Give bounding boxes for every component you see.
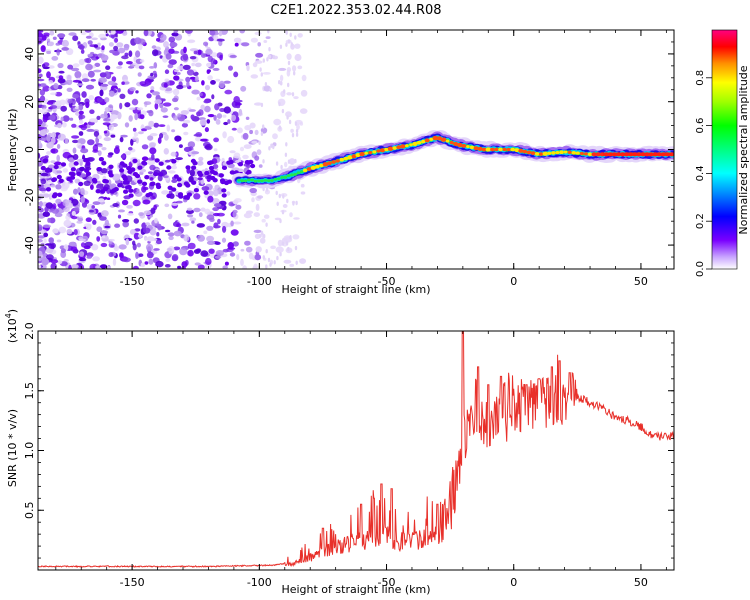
colorbar-tick-label: 0.8 — [695, 70, 706, 86]
spectrogram-y-tick-label: 0 — [23, 146, 36, 153]
spectrogram-y-tick-label: -40 — [23, 236, 36, 254]
snr-y-tick-label: 1.5 — [23, 382, 36, 400]
colorbar-label: Normalized spectral amplitude — [737, 65, 750, 234]
snr-x-tick-label: -150 — [120, 576, 145, 589]
snr-panel: -150 -100 -50 0 50 0.5 1.0 1.5 2.0 Height of str… — [4, 309, 675, 596]
spectrogram-y-tick-label: 20 — [23, 95, 36, 109]
spectrogram-x-axis-label: Height of straight line (km) — [281, 283, 430, 296]
colorbar-tick-label: 0.6 — [695, 118, 706, 134]
colorbar-gradient — [711, 29, 738, 270]
snr-y-axis-label: SNR (10 * v/v) — [6, 409, 19, 487]
spectral-ridge — [231, 130, 674, 189]
chart-title: C2E1.2022.353.02.44.R08 — [270, 3, 441, 18]
snr-x-tick-label: -100 — [247, 576, 272, 589]
colorbar-ticks: 0.0 0.2 0.4 0.6 0.8 — [695, 70, 712, 277]
colorbar-tick-label: 0.0 — [695, 261, 706, 277]
colorbar-tick-label: 0.4 — [695, 165, 706, 181]
spectrogram-y-tick-label: -20 — [23, 188, 36, 206]
snr-plot-area — [38, 331, 674, 568]
snr-y-tick-label: 2.0 — [23, 322, 36, 340]
spectrogram-plot-area — [38, 30, 674, 269]
snr-x-tick-label: 0 — [510, 576, 517, 589]
spectrogram-y-axis-label: Frequency (Hz) — [6, 109, 19, 192]
spectrogram-x-tick-label: 50 — [634, 275, 648, 288]
spectrogram-panel: -150 -100 -50 0 50 -40 -20 0 20 40 Height of stra… — [6, 29, 675, 296]
spectrogram-noise — [38, 30, 308, 269]
snr-x-tick-label: 50 — [634, 576, 648, 589]
spectrogram-ticks: -150 -100 -50 0 50 -40 -20 0 20 40 — [23, 29, 674, 288]
spectrogram-x-tick-label: -50 — [378, 275, 396, 288]
snr-frame — [37, 330, 675, 571]
spectrogram-x-tick-label: -150 — [120, 275, 145, 288]
snr-ticks: -150 -100 -50 0 50 0.5 1.0 1.5 2.0 — [23, 322, 674, 589]
snr-y-tick-label: 1.0 — [23, 442, 36, 460]
snr-series-line — [38, 331, 674, 568]
snr-y-multiplier: (x104) — [4, 309, 19, 343]
snr-y-tick-label: 0.5 — [23, 502, 36, 520]
spectrogram-y-tick-label: 40 — [23, 47, 36, 61]
colorbar: 0.0 0.2 0.4 0.6 0.8 Normalized spectral ampl… — [695, 29, 750, 277]
spectrogram-x-tick-label: 0 — [510, 275, 517, 288]
snr-x-axis-label: Height of straight line (km) — [281, 583, 430, 596]
colorbar-tick-label: 0.2 — [695, 213, 706, 229]
spectrogram-x-tick-label: -100 — [247, 275, 272, 288]
snr-x-tick-label: -50 — [378, 576, 396, 589]
